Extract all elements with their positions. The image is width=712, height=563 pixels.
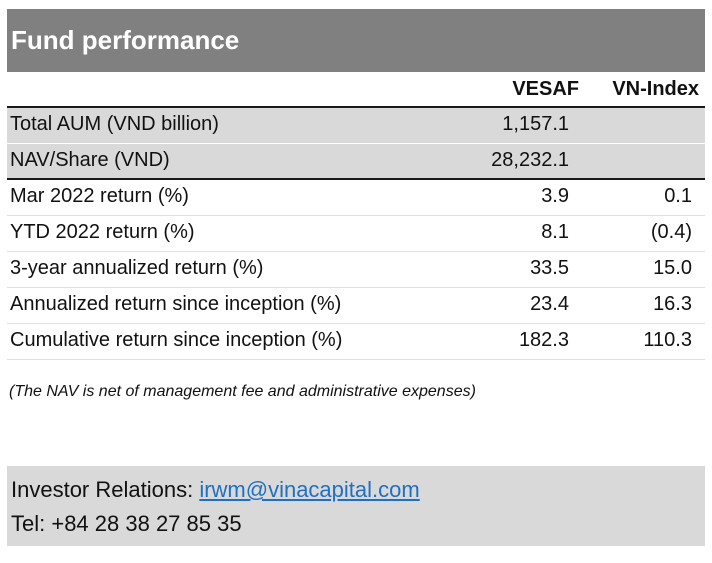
- vesaf-value: 28,232.1: [491, 149, 569, 171]
- row-label: YTD 2022 return (%): [10, 221, 195, 243]
- vesaf-value: 8.1: [541, 221, 569, 243]
- table-row-cumulative-return: Cumulative return since inception (%) 18…: [7, 324, 705, 360]
- table-row-nav-share: NAV/Share (VND) 28,232.1: [7, 144, 705, 180]
- table-row-total-aum: Total AUM (VND billion) 1,157.1: [7, 108, 705, 144]
- row-label: Cumulative return since inception (%): [10, 329, 343, 351]
- vesaf-value: 33.5: [530, 257, 569, 279]
- vn-index-value: 16.3: [653, 293, 692, 315]
- vn-index-value: 0.1: [664, 185, 692, 207]
- investor-relations-email-link[interactable]: irwm@vinacapital.com: [199, 477, 420, 502]
- column-header-vn-index: VN-Index: [612, 78, 699, 100]
- vesaf-value: 1,157.1: [502, 113, 569, 135]
- panel-title-bar: Fund performance: [7, 9, 705, 72]
- row-label: Annualized return since inception (%): [10, 293, 342, 315]
- column-header-vesaf: VESAF: [512, 78, 579, 100]
- table-row-ytd-return: YTD 2022 return (%) 8.1 (0.4): [7, 216, 705, 252]
- vn-index-value: (0.4): [650, 221, 692, 243]
- nav-footnote: (The NAV is net of management fee and ad…: [9, 383, 476, 400]
- row-label: NAV/Share (VND): [10, 149, 170, 171]
- vesaf-value: 23.4: [530, 293, 569, 315]
- investor-relations-label: Investor Relations:: [11, 477, 200, 502]
- contact-box: Investor Relations: irwm@vinacapital.com…: [7, 466, 705, 546]
- row-label: Mar 2022 return (%): [10, 185, 189, 207]
- vesaf-value: 3.9: [541, 185, 569, 207]
- telephone-line: Tel: +84 28 38 27 85 35: [11, 511, 242, 536]
- table-row-annualized-return: Annualized return since inception (%) 23…: [7, 288, 705, 324]
- vesaf-value: 182.3: [518, 329, 569, 351]
- vn-index-value: 15.0: [653, 257, 692, 279]
- panel-title: Fund performance: [11, 25, 240, 55]
- table-row-mar-return: Mar 2022 return (%) 3.9 0.1: [7, 180, 705, 216]
- table-row-3yr-return: 3-year annualized return (%) 33.5 15.0: [7, 252, 705, 288]
- table-header: VESAF VN-Index: [7, 72, 705, 108]
- vn-index-value: 110.3: [643, 329, 692, 351]
- investor-relations-line: Investor Relations: irwm@vinacapital.com: [11, 477, 420, 503]
- row-label: 3-year annualized return (%): [10, 257, 264, 279]
- row-label: Total AUM (VND billion): [10, 113, 219, 135]
